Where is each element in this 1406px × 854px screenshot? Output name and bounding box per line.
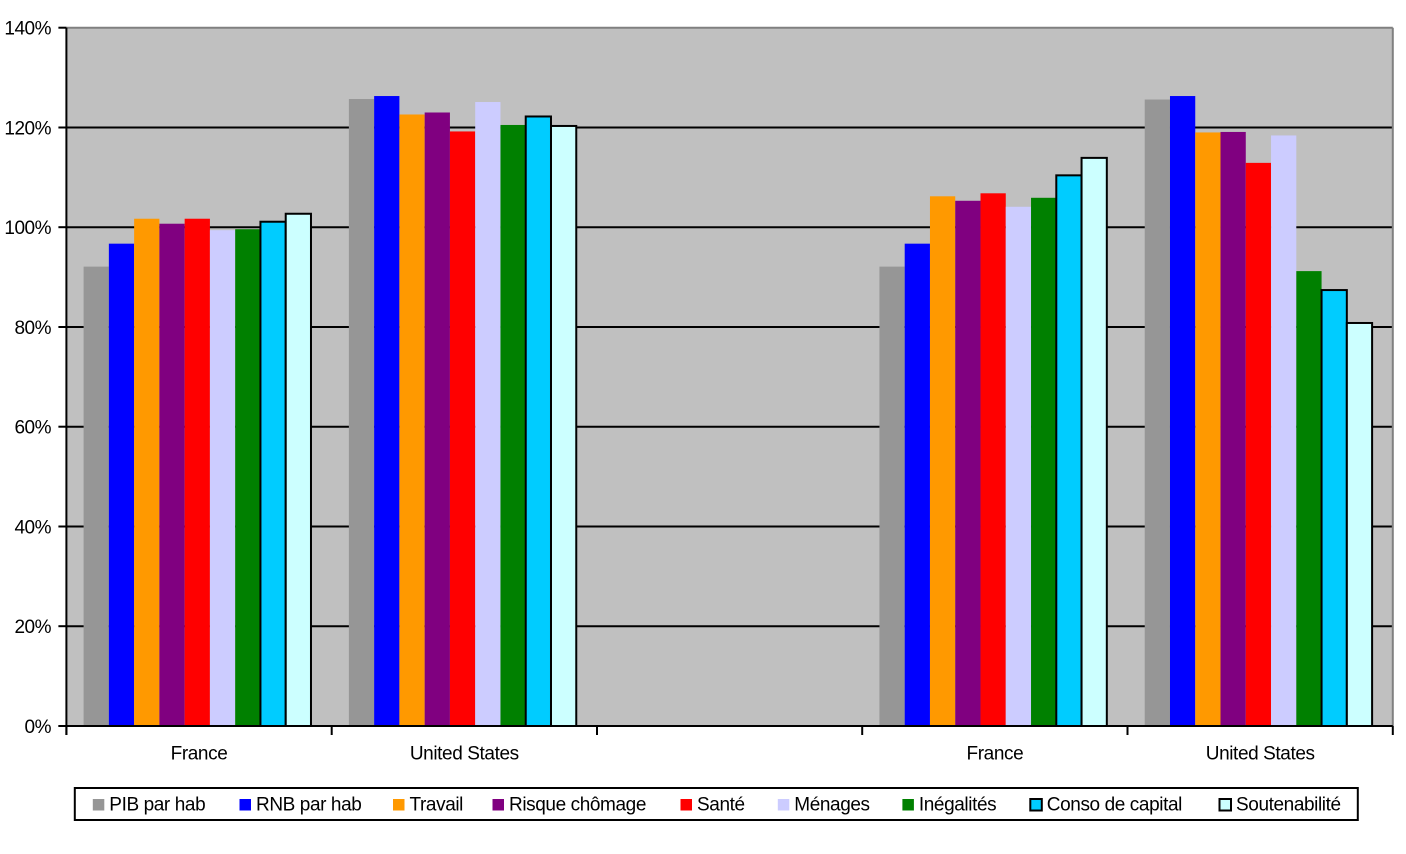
svg-text:140%: 140% [4,19,51,40]
svg-text:United States: United States [410,744,519,765]
svg-text:100%: 100% [4,218,51,239]
svg-text:United States: United States [1206,744,1315,765]
svg-text:France: France [967,744,1024,765]
svg-text:Soutenabilité: Soutenabilité [1236,795,1341,816]
svg-text:80%: 80% [14,318,51,339]
svg-text:Ménages: Ménages [794,795,869,816]
svg-text:60%: 60% [14,418,51,439]
svg-text:120%: 120% [4,118,51,139]
svg-text:Inégalités: Inégalités [919,795,996,816]
svg-text:PIB par hab: PIB par hab [109,795,205,816]
svg-text:40%: 40% [14,517,51,538]
svg-text:Risque chômage: Risque chômage [509,795,646,816]
svg-text:20%: 20% [14,617,51,638]
svg-text:Santé: Santé [697,795,745,816]
svg-text:Conso de capital: Conso de capital [1047,795,1182,816]
svg-text:Travail: Travail [410,795,464,816]
svg-text:0%: 0% [25,717,52,738]
svg-text:France: France [171,744,228,765]
svg-text:RNB par hab: RNB par hab [256,795,361,816]
